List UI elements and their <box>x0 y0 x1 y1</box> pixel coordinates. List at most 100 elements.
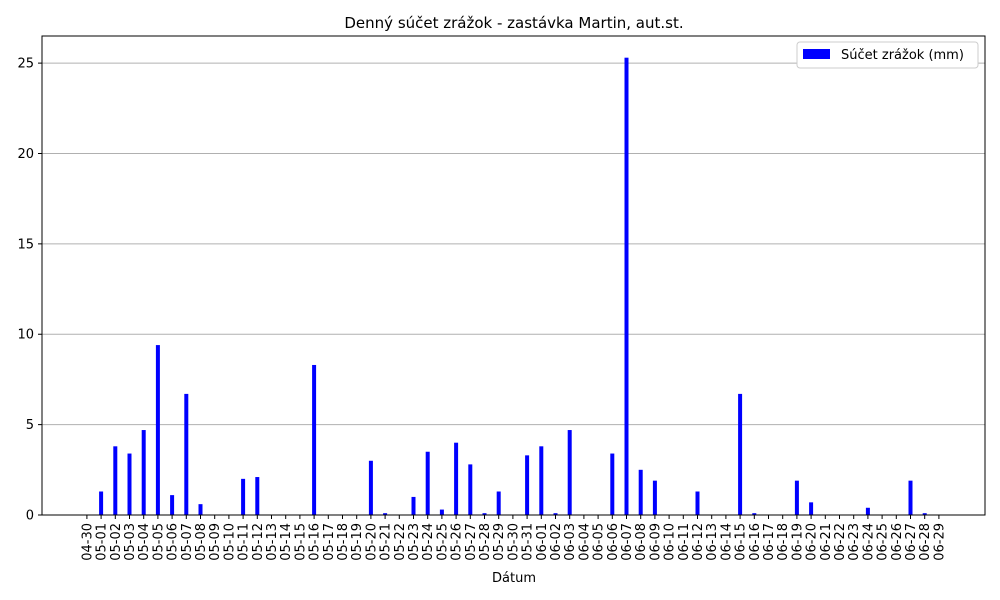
x-tick-label: 06-28 <box>918 523 933 561</box>
x-tick-label: 05-11 <box>237 523 252 561</box>
x-tick-label: 05-09 <box>208 523 223 561</box>
bar <box>496 491 501 515</box>
bar <box>610 453 615 515</box>
x-tick-label: 06-29 <box>932 523 947 561</box>
bar <box>99 491 104 515</box>
x-tick-label: 06-13 <box>705 523 720 561</box>
grid-lines <box>42 62 985 426</box>
bar <box>539 446 544 515</box>
x-tick-label: 05-21 <box>379 523 394 561</box>
bar <box>525 455 530 515</box>
y-tick-label: 0 <box>26 509 34 524</box>
bar <box>312 364 317 515</box>
x-tick-label: 05-13 <box>265 523 280 561</box>
bar <box>198 504 203 515</box>
x-tick-label: 05-17 <box>322 523 337 561</box>
y-tick-label: 20 <box>17 147 34 162</box>
x-tick-label: 05-28 <box>478 523 493 561</box>
bar <box>127 453 132 515</box>
bar <box>482 513 487 515</box>
x-tick-label: 05-27 <box>464 523 479 561</box>
x-tick-label: 05-31 <box>521 523 536 561</box>
bar <box>752 513 757 515</box>
bars <box>99 57 927 516</box>
x-tick-label: 05-20 <box>364 523 379 561</box>
chart-title: Denný súčet zrážok - zastávka Martin, au… <box>344 14 683 32</box>
x-tick-label: 05-29 <box>492 523 507 561</box>
x-tick-label: 05-22 <box>393 523 408 561</box>
x-tick-label: 06-12 <box>691 523 706 561</box>
bar <box>383 513 388 515</box>
x-tick-label: 06-08 <box>634 523 649 561</box>
x-tick-label: 06-07 <box>620 523 635 561</box>
x-tick-label: 05-10 <box>222 523 237 561</box>
bar <box>553 513 558 515</box>
bar <box>155 345 160 515</box>
x-tick-label: 05-08 <box>194 523 209 561</box>
x-tick-label: 06-11 <box>677 523 692 561</box>
bar <box>425 451 430 515</box>
x-tick-label: 05-12 <box>251 523 266 561</box>
x-tick-label: 06-26 <box>890 523 905 561</box>
bar <box>865 507 870 515</box>
y-axis: 0 5 10 15 20 25 <box>17 57 42 524</box>
x-tick-label: 06-03 <box>563 523 578 561</box>
bar <box>255 477 260 515</box>
x-tick-label: 06-24 <box>861 523 876 561</box>
bar <box>113 446 118 515</box>
x-tick-label: 05-19 <box>350 523 365 561</box>
x-tick-label: 05-07 <box>180 523 195 561</box>
x-tick-label: 06-27 <box>904 523 919 561</box>
x-tick-label: 04-30 <box>80 523 95 561</box>
x-axis-label: Dátum <box>492 571 536 586</box>
x-tick-label: 05-23 <box>407 523 422 561</box>
x-tick-label: 05-03 <box>123 523 138 561</box>
x-tick-label: 05-01 <box>95 523 110 561</box>
x-tick-label: 06-23 <box>847 523 862 561</box>
plot-area-frame <box>41 35 986 516</box>
y-tick-label: 25 <box>17 57 34 72</box>
x-tick-label: 05-30 <box>506 523 521 561</box>
x-tick-label: 05-18 <box>336 523 351 561</box>
x-tick-label: 05-25 <box>435 523 450 561</box>
x-tick-label: 06-01 <box>535 523 550 561</box>
bar <box>922 513 927 515</box>
bar <box>809 502 814 515</box>
legend: Súčet zrážok (mm) <box>796 41 979 69</box>
bar <box>624 57 629 516</box>
bar <box>652 480 657 515</box>
x-tick-label: 06-22 <box>833 523 848 561</box>
bar <box>695 491 700 515</box>
x-tick-label: 06-17 <box>762 523 777 561</box>
x-tick-label: 05-02 <box>109 523 124 561</box>
y-tick-label: 5 <box>26 418 34 433</box>
x-tick-label: 06-04 <box>577 523 592 561</box>
bar <box>184 393 189 515</box>
x-tick-label: 06-14 <box>719 523 734 561</box>
legend-box <box>796 41 979 69</box>
x-tick-label: 05-05 <box>151 523 166 561</box>
x-tick-label: 05-26 <box>450 523 465 561</box>
x-tick-label: 06-02 <box>549 523 564 561</box>
x-tick-label: 05-06 <box>166 523 181 561</box>
x-tick-label: 05-14 <box>279 523 294 561</box>
x-tick-label: 06-18 <box>776 523 791 561</box>
x-tick-label: 06-10 <box>663 523 678 561</box>
bar <box>908 480 913 515</box>
bar <box>738 393 743 515</box>
bar <box>368 460 373 515</box>
x-tick-label: 06-21 <box>819 523 834 561</box>
x-tick-label: 06-20 <box>805 523 820 561</box>
bar <box>638 469 643 515</box>
x-tick-label: 06-05 <box>592 523 607 561</box>
x-tick-label: 05-15 <box>293 523 308 561</box>
x-tick-label: 06-25 <box>876 523 891 561</box>
bar <box>141 430 146 515</box>
bar <box>567 430 572 515</box>
bar <box>411 496 416 515</box>
bar <box>439 509 444 515</box>
x-tick-label: 05-24 <box>421 523 436 561</box>
bar <box>241 478 246 515</box>
